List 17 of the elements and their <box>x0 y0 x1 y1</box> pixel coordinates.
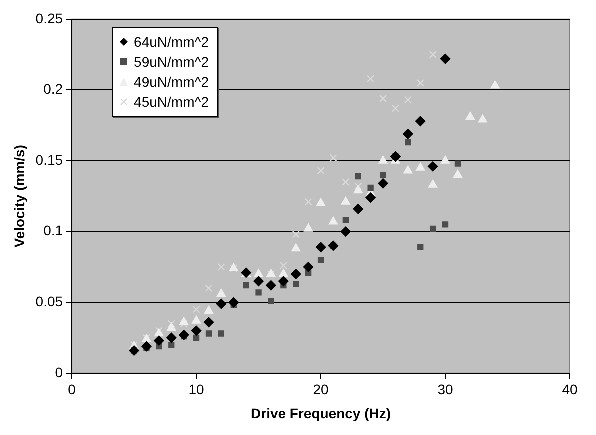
legend-label: 59uN/mm^2 <box>134 53 210 72</box>
y-tick-label: 0.2 <box>44 81 64 98</box>
x-tick-label: 20 <box>313 382 330 398</box>
x-tick-label: 40 <box>562 382 578 398</box>
legend-label: 64uN/mm^2 <box>134 33 210 52</box>
legend-label: 49uN/mm^2 <box>134 73 210 92</box>
y-tick-label: 0.1 <box>44 222 64 239</box>
y-tick-label: 0 <box>55 364 64 380</box>
x-axis-title: Drive Frequency (Hz) <box>251 405 392 422</box>
x-tick-label: 0 <box>68 382 76 398</box>
x-tick-label: 30 <box>438 382 454 398</box>
x-tick-label: 10 <box>188 382 205 398</box>
y-tick-label: 0.25 <box>36 10 64 26</box>
y-tick-label: 0.05 <box>36 293 64 310</box>
y-tick-label: 0.15 <box>36 152 64 168</box>
legend-label: 45uN/mm^2 <box>134 93 210 112</box>
y-axis-title: Velocity (mm/s) <box>11 145 28 248</box>
